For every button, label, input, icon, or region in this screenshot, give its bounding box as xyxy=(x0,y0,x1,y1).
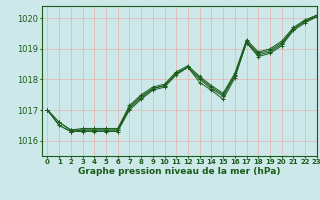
X-axis label: Graphe pression niveau de la mer (hPa): Graphe pression niveau de la mer (hPa) xyxy=(78,167,280,176)
